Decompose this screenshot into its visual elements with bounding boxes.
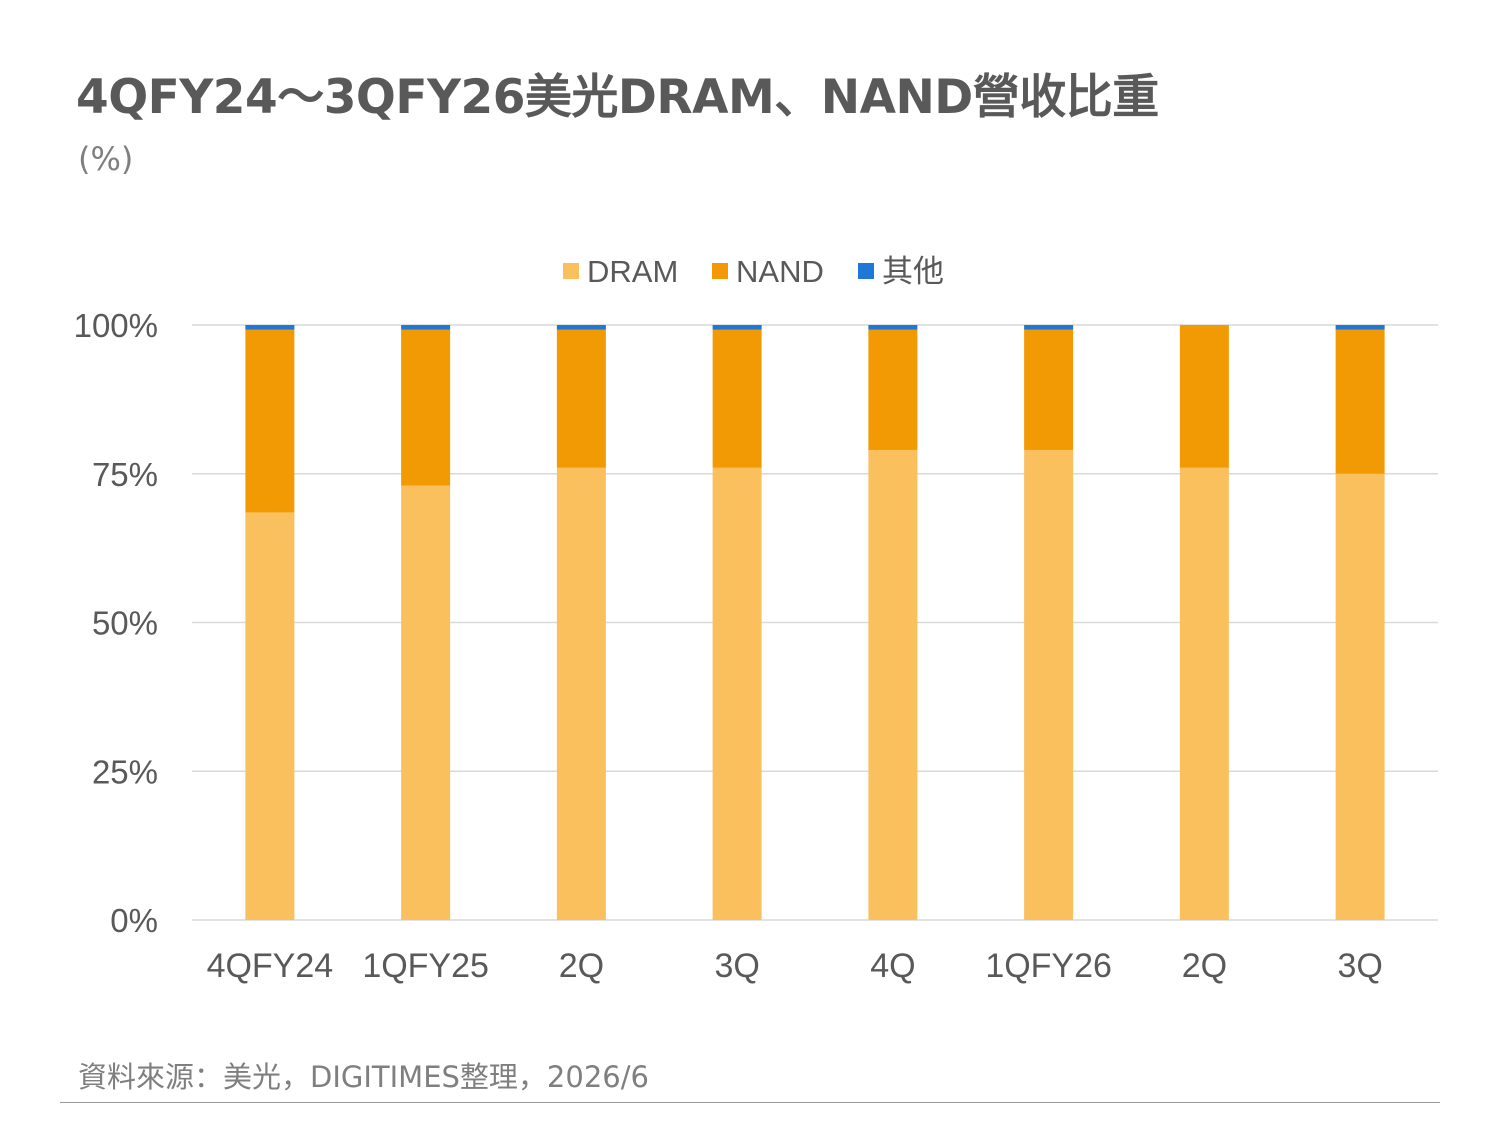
stacked-bar-chart: 0% 25% 50% 75% 100% 4QFY24 1QFY25 2Q 3Q 4Q 1QFY26 2…: [74, 254, 1438, 985]
y-tick-label: 75%: [92, 456, 158, 493]
bar-segment-NAND: [712, 329, 762, 468]
bar-segment-DRAM: [401, 485, 451, 920]
bar-segment-NAND: [245, 329, 295, 513]
x-tick-label: 2Q: [559, 947, 604, 985]
y-tick-label: 0%: [110, 902, 158, 939]
bar-segment-NAND: [556, 329, 606, 468]
y-tick-label: 100%: [74, 307, 158, 344]
bar-segment-其他: [245, 325, 295, 330]
unit-label: (%): [78, 140, 134, 178]
bar-segment-NAND: [1335, 329, 1385, 474]
bar-segment-其他: [868, 325, 918, 330]
y-tick-label: 25%: [92, 753, 158, 790]
footer-divider: [60, 1102, 1440, 1103]
bar-segment-DRAM: [556, 467, 606, 920]
bar-segment-NAND: [1024, 329, 1074, 450]
x-tick-label: 2Q: [1182, 947, 1227, 985]
source-note: 資料來源：美光，DIGITIMES整理，2026/6: [78, 1060, 649, 1094]
bar-segment-DRAM: [1335, 473, 1385, 920]
legend-swatch: [563, 263, 579, 279]
y-tick-label: 50%: [92, 605, 158, 642]
x-tick-label: 1QFY26: [985, 947, 1112, 985]
legend-label: DRAM: [587, 254, 678, 289]
x-tick-label: 3Q: [714, 947, 759, 985]
bar-segment-其他: [1335, 325, 1385, 330]
bar-segment-其他: [401, 325, 451, 330]
legend-label: NAND: [736, 254, 824, 289]
bar-segment-DRAM: [245, 512, 295, 920]
chart-title: 4QFY24～3QFY26美光DRAM、NAND營收比重: [76, 70, 1159, 125]
x-tick-label: 1QFY25: [362, 947, 489, 985]
bar-segment-NAND: [868, 329, 918, 450]
x-tick-label: 4QFY24: [207, 947, 334, 985]
bar-segment-NAND: [401, 329, 451, 486]
legend-swatch: [858, 263, 874, 279]
bar-segment-其他: [556, 325, 606, 330]
legend-label: 其他: [882, 254, 944, 289]
bar-segment-DRAM: [1024, 449, 1074, 920]
bar-segment-DRAM: [868, 449, 918, 920]
bar-segment-DRAM: [1179, 467, 1229, 920]
bar-segment-其他: [712, 325, 762, 330]
bar-segment-NAND: [1179, 325, 1229, 468]
legend-swatch: [712, 263, 728, 279]
bar-segment-DRAM: [712, 467, 762, 920]
x-tick-label: 3Q: [1337, 947, 1382, 985]
x-tick-label: 4Q: [870, 947, 915, 985]
bar-segment-其他: [1024, 325, 1074, 330]
